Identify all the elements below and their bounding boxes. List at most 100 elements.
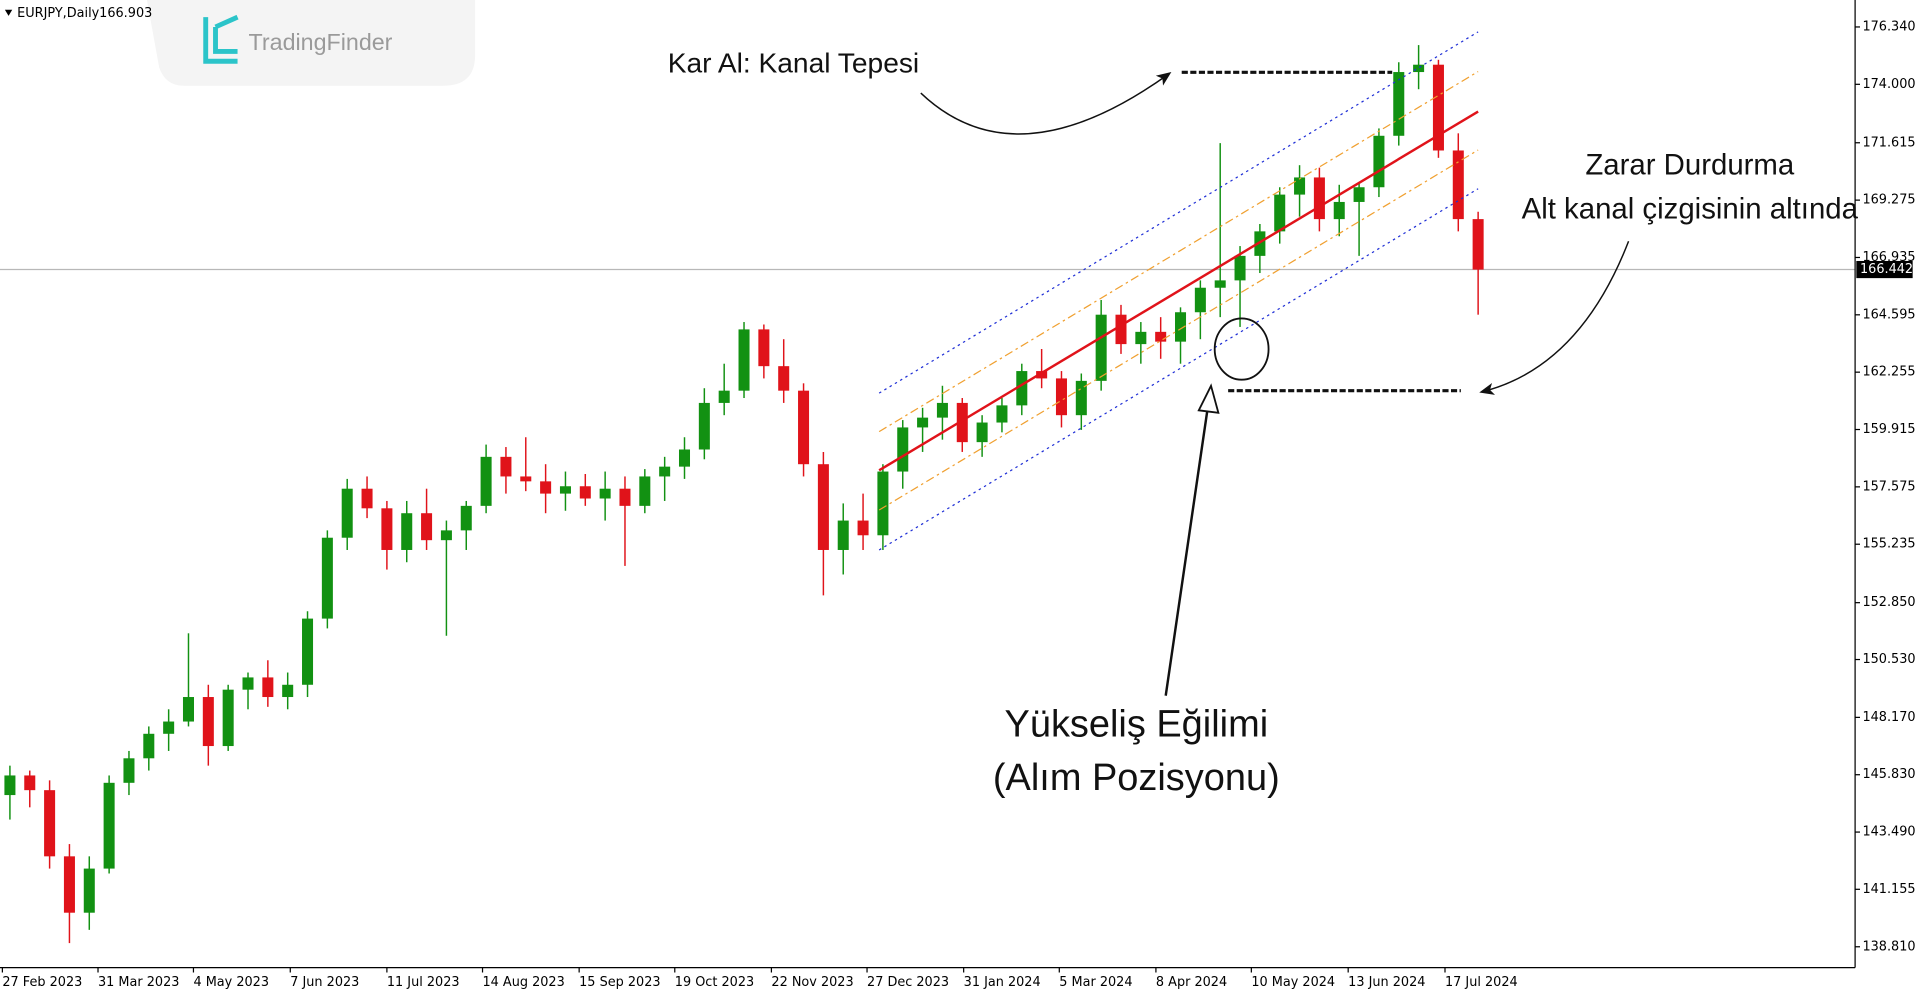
candle-body [1393,72,1405,136]
x-tick-label: 27 Dec 2023 [867,975,949,990]
trend-arrow-shaft [1164,410,1209,696]
y-tick-label: 171.615 [1862,135,1915,150]
trend-label: Yükseliş Eğilimi [1005,703,1269,745]
position-label: (Alım Pozisyonu) [993,757,1280,799]
y-tick-label: 145.830 [1862,767,1915,782]
candle-body [599,488,611,499]
candle-body [1055,378,1067,416]
take-profit-arrow [920,72,1172,135]
candle-body [996,405,1008,423]
candle-body [639,476,651,506]
candle-body [421,513,433,541]
candle-body [460,505,472,531]
x-tick-label: 19 Oct 2023 [675,975,754,990]
x-tick-label: 31 Mar 2023 [98,975,179,990]
candle-body [877,471,889,536]
candle-body [917,417,929,428]
candle-body [798,390,810,465]
candle-body [817,464,829,550]
y-tick-label: 159.915 [1862,422,1915,437]
y-tick-label: 155.235 [1862,537,1915,552]
y-tick-label: 150.530 [1862,652,1915,667]
watermark-logo [203,14,239,64]
candle-body [956,402,968,443]
candle-body [738,329,750,391]
y-tick-label: 148.170 [1862,710,1915,725]
candle-body [44,790,56,857]
candle-body [1413,64,1425,73]
candle-body [1294,177,1306,195]
channel-line [878,110,1479,472]
candle-body [540,481,552,494]
candle-body [976,422,988,443]
candle-body [1234,255,1246,281]
x-tick-label: 8 Apr 2024 [1156,975,1227,990]
candle-body [341,488,353,538]
candle-body [698,402,710,450]
candle-body [559,486,571,494]
x-tick-label: 4 May 2023 [193,975,269,990]
candle-body [242,677,254,690]
channel-line [878,71,1479,433]
candle-body [579,486,591,499]
x-tick-label: 27 Feb 2023 [2,975,82,990]
x-tick-label: 31 Jan 2024 [964,975,1041,990]
last-price-tag [1856,260,1913,279]
candle-body [857,520,869,536]
candle-body [936,402,948,418]
channel-line [878,188,1479,551]
x-tick-label: 5 Mar 2024 [1059,975,1132,990]
entry-circle [1213,317,1270,381]
stop-loss-title: Zarar Durdurma [1585,148,1795,181]
candle-body [282,684,294,698]
candle-body [1194,287,1206,313]
candle-body [321,537,333,619]
last-price-label: 166.442 [1860,262,1913,277]
y-tick-label: 176.340 [1862,19,1915,34]
candle-body [659,466,671,477]
candle-body [361,488,373,509]
candle-body [1313,177,1325,220]
candle-body [718,390,730,403]
candle-body [1016,371,1028,406]
candle-body [401,513,413,550]
x-tick-label: 11 Jul 2023 [387,975,460,990]
candle-body [1432,64,1444,151]
candle-body [222,689,234,747]
candle-body [619,488,631,506]
y-tick-label: 138.810 [1862,939,1915,954]
x-tick-label: 7 Jun 2023 [290,975,359,990]
candle-body [1036,371,1048,379]
symbol-title: EURJPY,Daily [17,6,100,21]
trend-arrow-head [1197,383,1220,414]
y-tick-label: 169.275 [1862,193,1915,208]
candle-body [143,733,155,759]
take-profit-label: Kar Al: Kanal Tepesi [668,47,919,78]
candle-body [1075,380,1087,416]
y-tick-label: 143.490 [1862,825,1915,840]
x-tick-label: 13 Jun 2024 [1348,975,1425,990]
candle-body [1353,187,1365,202]
candle-body [500,456,512,477]
candle-body [1135,331,1147,345]
candle-body [758,329,770,367]
y-tick-label: 152.850 [1862,595,1915,610]
candle-body [1274,194,1286,232]
stop-loss-arrow [1479,241,1630,395]
candle-body [83,868,95,913]
x-tick-label: 17 Jul 2024 [1445,975,1518,990]
candle-body [1155,331,1167,342]
y-tick-label: 162.255 [1862,365,1915,380]
candle-body [123,758,135,783]
candle-body [1095,314,1107,381]
y-tick-label: 141.155 [1862,882,1915,897]
candle-body [837,520,849,550]
channel-line [878,149,1479,511]
candle-body [103,782,115,869]
candle-body [1175,312,1187,342]
candle-body [381,508,393,550]
x-tick-label: 22 Nov 2023 [771,975,853,990]
